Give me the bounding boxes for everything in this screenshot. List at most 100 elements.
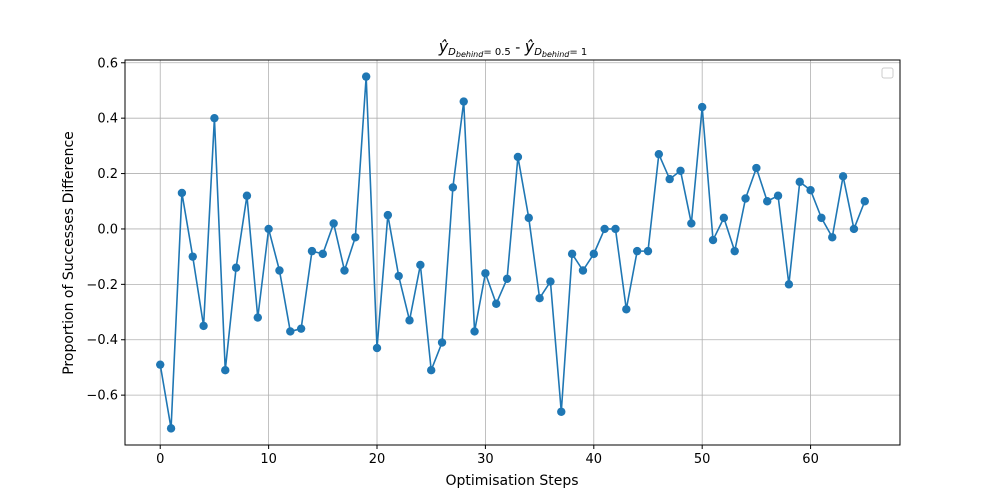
- data-point: [502, 274, 512, 284]
- data-point: [719, 213, 729, 223]
- data-point: [632, 246, 642, 256]
- data-point: [221, 366, 230, 375]
- data-point: [275, 266, 284, 275]
- plot-frame: [124, 59, 901, 446]
- data-point: [806, 185, 815, 195]
- data-point: [286, 327, 295, 336]
- data-point: [296, 324, 306, 333]
- data-point: [448, 183, 458, 192]
- y-axis-ticks: −0.6 −0.4 −0.2 0.0 0.2 0.4 0.6: [86, 56, 125, 404]
- title-right-eq: = 1: [569, 47, 587, 58]
- x-axis-label: Optimisation Steps: [445, 473, 578, 489]
- data-point: [828, 233, 837, 242]
- data-series: [156, 72, 869, 433]
- title-separator: -: [511, 40, 525, 56]
- data-point: [372, 343, 382, 353]
- data-point: [318, 249, 328, 259]
- data-point: [611, 224, 620, 234]
- x-tick-label: 40: [586, 452, 603, 467]
- grid: [125, 60, 900, 445]
- data-point: [405, 316, 414, 325]
- x-tick-label: 50: [694, 452, 711, 467]
- data-point: [361, 72, 371, 81]
- data-point: [643, 246, 653, 256]
- title-right-symbol: ŷ: [524, 37, 535, 56]
- data-point: [687, 219, 696, 228]
- title-right-behind: behind: [542, 50, 570, 59]
- data-point: [676, 166, 685, 175]
- data-point: [427, 366, 436, 375]
- title-left-D: D: [448, 47, 456, 58]
- y-tick-label: −0.4: [86, 333, 118, 348]
- data-point: [177, 188, 187, 198]
- data-point: [394, 271, 403, 281]
- data-point: [459, 97, 468, 106]
- data-point: [492, 299, 501, 308]
- title-left-symbol: ŷ: [438, 37, 449, 56]
- data-point: [708, 235, 718, 245]
- data-point: [199, 321, 208, 331]
- data-point: [546, 277, 555, 286]
- data-point: [665, 174, 674, 184]
- title-right-D: D: [534, 47, 542, 58]
- data-point: [752, 163, 761, 173]
- data-point: [763, 197, 772, 206]
- data-point: [557, 407, 566, 416]
- data-point: [524, 213, 533, 223]
- series-line: [159, 75, 866, 430]
- data-point: [166, 424, 176, 433]
- legend-box: [881, 67, 894, 79]
- y-tick-label: 0.0: [97, 222, 118, 237]
- data-point: [622, 305, 631, 314]
- data-point: [535, 294, 544, 303]
- data-point: [340, 266, 349, 275]
- data-point: [589, 249, 598, 259]
- data-point: [795, 177, 804, 187]
- x-tick-label: 60: [802, 452, 819, 467]
- data-point: [784, 280, 794, 289]
- data-point: [231, 263, 241, 272]
- data-point: [156, 360, 165, 369]
- data-point: [242, 191, 252, 200]
- data-point: [730, 246, 739, 256]
- data-point: [860, 197, 869, 206]
- data-point: [188, 252, 197, 261]
- data-point: [567, 249, 577, 259]
- x-axis-ticks: 0 10 20 30 40 50 60: [156, 445, 819, 467]
- x-tick-label: 10: [260, 452, 277, 467]
- data-point: [741, 194, 750, 203]
- y-tick-label: 0.2: [97, 167, 118, 182]
- y-tick-label: 0.4: [97, 112, 118, 127]
- x-tick-label: 0: [156, 452, 164, 467]
- y-tick-label: 0.6: [97, 56, 118, 71]
- data-point: [253, 313, 262, 322]
- data-point: [416, 260, 425, 270]
- x-tick-label: 20: [369, 452, 386, 467]
- data-point: [437, 338, 447, 347]
- data-point: [697, 102, 707, 112]
- data-point: [383, 210, 393, 220]
- data-point: [654, 149, 664, 159]
- y-tick-label: −0.2: [86, 278, 118, 293]
- y-tick-label: −0.6: [86, 389, 118, 404]
- data-point: [849, 224, 859, 234]
- data-point: [773, 191, 783, 200]
- y-axis-label: Proportion of Successes Difference: [61, 131, 77, 375]
- data-point: [513, 152, 523, 162]
- data-point: [210, 113, 219, 123]
- data-point: [307, 246, 317, 256]
- data-point: [481, 269, 490, 278]
- data-point: [329, 219, 338, 228]
- data-point: [351, 233, 360, 242]
- chart-title: ŷDbehind= 0.5 - ŷDbehind= 1: [438, 37, 588, 59]
- data-point: [264, 224, 273, 234]
- data-point: [838, 172, 848, 181]
- data-point: [600, 224, 609, 234]
- data-point: [578, 266, 588, 275]
- data-point: [470, 327, 479, 336]
- data-point: [817, 213, 826, 223]
- title-left-behind: behind: [456, 50, 484, 59]
- title-left-eq: = 0.5: [483, 47, 510, 58]
